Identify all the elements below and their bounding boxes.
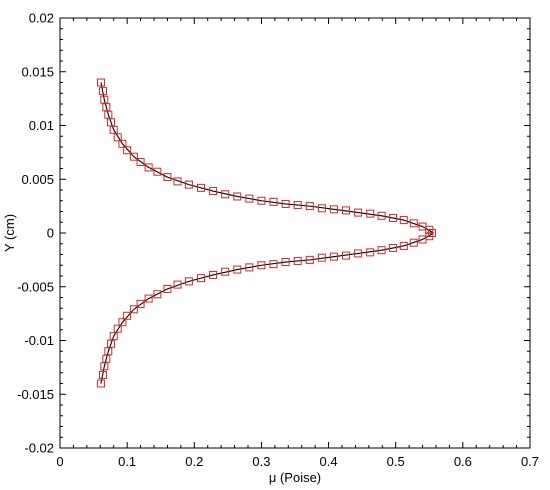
data-point-square <box>184 180 193 189</box>
y-axis-label: Y (cm) <box>2 214 17 252</box>
data-point-square <box>109 332 118 341</box>
data-point-square <box>136 299 145 308</box>
y-tick-label: -0.01 <box>24 333 54 348</box>
data-point-square <box>305 255 314 264</box>
data-point-square <box>98 87 107 96</box>
x-tick-label: 0 <box>56 454 63 469</box>
data-point-square <box>377 246 386 255</box>
data-point-square <box>104 110 113 119</box>
y-tick-label: -0.015 <box>17 387 54 402</box>
data-point-square <box>98 370 107 379</box>
data-point-square <box>342 251 351 260</box>
y-tick-label: 0.02 <box>29 11 54 26</box>
data-point-square <box>389 244 398 253</box>
data-point-square <box>118 139 127 148</box>
y-tick-label: 0.015 <box>21 64 54 79</box>
data-point-square <box>293 256 302 265</box>
data-point-square <box>399 241 408 250</box>
data-point-square <box>107 118 116 127</box>
data-point-square <box>144 163 153 172</box>
data-point-square <box>281 258 290 267</box>
y-tick-label: -0.005 <box>17 279 54 294</box>
data-markers <box>96 78 436 388</box>
data-point-square <box>102 103 111 112</box>
data-point-square <box>329 205 338 214</box>
data-point-square <box>377 211 386 220</box>
data-point-square <box>197 183 205 192</box>
data-point-square <box>153 290 162 299</box>
data-point-square <box>281 199 290 208</box>
data-point-square <box>109 125 118 134</box>
data-point-square <box>269 197 278 206</box>
y-tick-label: -0.02 <box>24 441 54 456</box>
data-point-square <box>104 347 113 356</box>
y-tick-label: 0.005 <box>21 172 54 187</box>
x-tick-label: 0.5 <box>387 454 405 469</box>
plot-area <box>60 18 530 448</box>
data-point-square <box>245 194 254 203</box>
data-point-square <box>209 187 218 196</box>
data-point-square <box>173 280 182 289</box>
data-point-square <box>113 324 122 333</box>
data-point-square <box>123 311 132 320</box>
data-point-square <box>209 270 218 279</box>
data-point-square <box>96 78 105 87</box>
y-tick-label: 0 <box>47 226 54 241</box>
data-point-square <box>136 158 145 167</box>
data-point-square <box>163 173 172 182</box>
data-point-square <box>257 261 266 270</box>
data-point-square <box>354 208 363 217</box>
data-point-square <box>129 305 138 314</box>
data-point-square <box>233 265 242 274</box>
x-tick-label: 0.3 <box>252 454 270 469</box>
data-point-square <box>245 263 254 272</box>
data-point-square <box>354 249 363 258</box>
data-point-square <box>123 146 132 155</box>
data-point-square <box>366 248 375 257</box>
x-tick-label: 0.1 <box>118 454 136 469</box>
data-point-square <box>269 260 278 269</box>
data-point-square <box>113 133 122 142</box>
data-point-square <box>197 274 205 283</box>
data-point-square <box>221 190 230 199</box>
data-point-square <box>317 253 326 262</box>
data-point-square <box>118 318 127 327</box>
data-point-square <box>305 202 314 211</box>
plot-frame <box>59 17 531 449</box>
x-axis-label: μ (Poise) <box>269 470 321 485</box>
data-point-square <box>399 216 408 225</box>
data-point-square <box>389 213 398 222</box>
x-tick-label: 0.4 <box>320 454 338 469</box>
data-point-square <box>257 196 266 205</box>
data-point-square <box>96 379 105 388</box>
data-point-square <box>100 95 109 104</box>
data-point-square <box>107 339 116 348</box>
data-point-square <box>409 238 418 247</box>
data-point-square <box>102 354 111 363</box>
data-point-square <box>329 252 338 261</box>
data-point-square <box>293 201 302 210</box>
data-point-square <box>163 284 172 293</box>
data-point-square <box>144 294 153 303</box>
data-point-square <box>129 152 138 161</box>
data-point-square <box>409 219 418 228</box>
x-axis-ticks: 0 0.1 0.2 0.3 0.4 0.5 0.6 0.7 <box>56 18 539 469</box>
x-tick-label: 0.2 <box>185 454 203 469</box>
data-point-square <box>233 192 242 201</box>
x-tick-label: 0.6 <box>454 454 472 469</box>
data-point-square <box>418 235 427 244</box>
data-point-square <box>342 206 351 215</box>
x-tick-label: 0.7 <box>521 454 539 469</box>
data-point-square <box>317 204 326 213</box>
data-point-square <box>184 277 193 286</box>
data-point-square <box>366 209 375 218</box>
data-point-square <box>221 267 230 276</box>
y-tick-label: 0.01 <box>29 118 54 133</box>
data-point-square <box>100 362 109 371</box>
data-point-square <box>153 167 162 176</box>
data-point-square <box>173 177 182 186</box>
